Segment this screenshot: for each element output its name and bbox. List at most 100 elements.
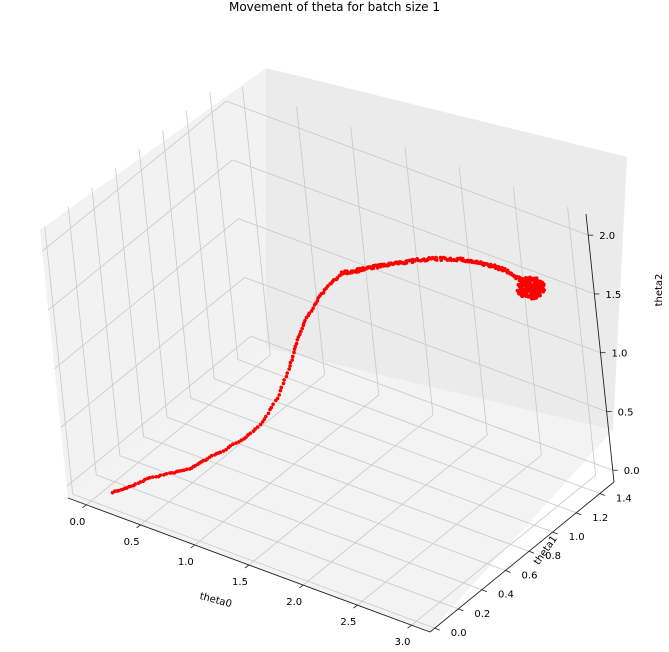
z-tick-label: 2.0: [599, 231, 615, 242]
tick-labels: 0.0 0.5 1.0 1.5 2.0 2.5 3.0 0.0 0.2 0.4 0.6 0.8 1.0 1…: [69, 231, 639, 648]
data-point: [299, 329, 303, 334]
data-point: [228, 444, 232, 448]
grid-line-x: [194, 394, 380, 546]
z-tick-label: 0.0: [624, 466, 640, 477]
y-tick-mark: [434, 627, 440, 631]
data-point: [321, 291, 326, 295]
grid-line-x: [512, 187, 542, 456]
x-tick-mark: [353, 604, 358, 609]
data-point: [315, 299, 320, 303]
y-tick-mark: [528, 550, 535, 554]
data-point: [532, 282, 537, 287]
grid-line-y: [209, 91, 239, 360]
data-point: [260, 420, 265, 424]
data-point: [169, 470, 174, 475]
data-points: [110, 255, 546, 495]
data-point: [284, 374, 289, 379]
z-tick-label: 0.5: [618, 407, 634, 418]
grid-line-x: [350, 126, 380, 395]
grid-line-x: [302, 434, 488, 586]
data-point: [519, 288, 524, 292]
data-point: [515, 288, 520, 293]
data-point: [279, 385, 284, 390]
grid-line-z: [48, 159, 233, 311]
data-point: [525, 276, 529, 281]
data-point: [298, 332, 302, 337]
x-tick-label: 0.0: [69, 517, 85, 528]
x-tick-mark: [82, 504, 87, 509]
data-point: [292, 347, 297, 351]
data-point: [460, 256, 465, 261]
grid-line-y: [190, 397, 553, 533]
data-point: [434, 258, 439, 262]
data-point: [311, 306, 315, 310]
data-point: [185, 467, 189, 472]
data-point: [530, 293, 534, 298]
data-point: [526, 286, 530, 290]
y-tick-label: 0.6: [522, 570, 538, 581]
y-tick-label: 1.2: [592, 513, 608, 524]
data-point: [271, 402, 275, 407]
grid-line-y: [162, 129, 192, 399]
data-point: [290, 358, 295, 362]
data-point: [150, 475, 155, 479]
grid-line-y: [237, 359, 600, 494]
data-point: [182, 468, 186, 473]
y-tick-mark: [599, 493, 605, 496]
data-point: [288, 364, 292, 368]
chart-title: Movement of theta for batch size 1: [228, 0, 441, 14]
data-point: [535, 294, 540, 298]
grid-line-y: [67, 206, 97, 475]
grid-line-z: [232, 159, 595, 295]
data-point: [218, 450, 223, 455]
data-point: [277, 393, 282, 397]
grid-line-y: [96, 474, 459, 610]
data-point: [524, 293, 529, 298]
data-point: [236, 440, 241, 444]
x-tick-label: 1.0: [178, 557, 194, 568]
grid-line-x: [567, 207, 596, 476]
y-tick-label: 0.0: [451, 628, 467, 639]
data-point: [307, 311, 311, 316]
grid-line-x: [411, 474, 596, 626]
x-tick-mark: [298, 584, 304, 589]
data-point: [143, 477, 147, 482]
data-point: [239, 438, 244, 442]
x-tick-mark: [244, 564, 250, 569]
data-point: [285, 371, 290, 375]
grid-line-y: [91, 187, 121, 456]
grid-line-x: [296, 106, 326, 375]
x-tick-mark: [136, 524, 141, 529]
data-point: [538, 280, 542, 284]
grid-line-y: [166, 416, 530, 552]
data-point: [262, 417, 267, 422]
y-tick-mark: [576, 512, 582, 516]
data-point: [292, 350, 296, 355]
data-point: [325, 284, 330, 288]
grid-line-x: [86, 354, 271, 506]
y-tick-mark: [552, 531, 558, 535]
y-tick-label: 0.4: [498, 590, 514, 601]
data-point: [406, 258, 411, 263]
grid-line-y: [44, 226, 74, 495]
data-point: [224, 447, 228, 452]
grid-line-y: [72, 493, 435, 629]
data-point: [258, 422, 263, 427]
data-point: [133, 482, 138, 486]
data-point: [448, 258, 453, 263]
data-point: [335, 276, 340, 280]
grid-line-x: [458, 167, 488, 436]
data-point: [300, 326, 304, 331]
data-point: [158, 473, 163, 477]
y-tick-mark: [505, 570, 511, 573]
grid-line-y: [143, 436, 506, 571]
grid-line-z: [54, 218, 239, 370]
data-point: [282, 378, 286, 382]
x-tick-label: 2.0: [286, 597, 302, 608]
grid-line-y: [119, 455, 483, 591]
data-point: [281, 381, 286, 386]
x-axis-label: theta0: [198, 591, 233, 610]
grid-line-z: [250, 335, 613, 471]
data-point: [518, 282, 522, 287]
